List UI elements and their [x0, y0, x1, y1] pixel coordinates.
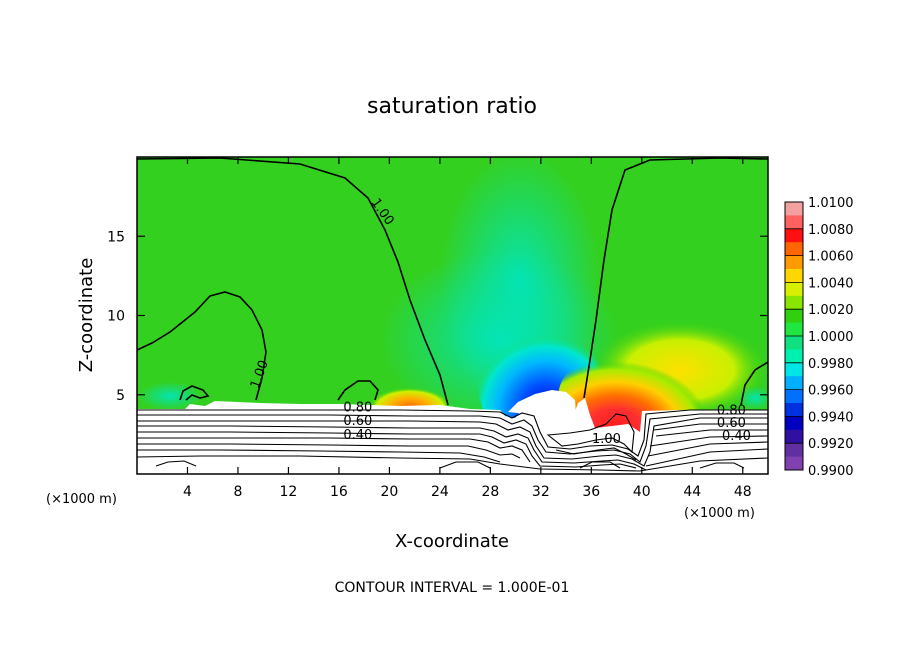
colorbar-label: 1.0020 — [808, 303, 854, 318]
colorbar-swatch — [785, 295, 803, 310]
contour-right-edge — [740, 361, 768, 406]
contour-bottom-ridge-3 — [579, 461, 621, 469]
y-axis-ticks: 5 10 15 — [107, 229, 768, 404]
contour-upper-right — [583, 157, 768, 399]
x-axis-label: X-coordinate — [395, 531, 509, 552]
colorbar-swatch — [785, 215, 803, 230]
contour-small-blob — [179, 385, 210, 401]
contour-layer-3 — [137, 417, 768, 467]
contour-lines — [137, 157, 768, 406]
colorbar-swatch — [785, 269, 803, 283]
colorbar-swatch — [785, 403, 803, 417]
colorbar-label: 0.9940 — [808, 410, 854, 425]
colorbar-swatch — [785, 228, 803, 243]
colorbar-swatch — [785, 309, 803, 324]
y-tick-label: 15 — [107, 229, 125, 245]
contour-interval-note: CONTOUR INTERVAL = 1.000E-01 — [335, 580, 570, 596]
contour-label: 0.40 — [722, 429, 751, 444]
contour-layer-right-4 — [647, 441, 768, 457]
contour-layer-8 — [137, 449, 501, 463]
contour-inner-loop-1 — [546, 413, 635, 454]
contour-layer-right-2 — [655, 429, 768, 437]
heatmap-cyan-right-edge — [737, 386, 768, 410]
chart-title: saturation ratio — [367, 94, 537, 119]
contour-layer-right-3 — [649, 435, 768, 447]
colorbar-swatch — [785, 362, 803, 377]
colorbar-swatch — [785, 456, 803, 471]
x-tick-label: 48 — [734, 484, 752, 500]
contour-bottom-ridge-1 — [155, 460, 197, 467]
colorbar-swatch — [785, 443, 803, 458]
x-tick-label: 12 — [280, 484, 298, 500]
x-tick-label: 4 — [183, 484, 192, 500]
colorbar-swatch — [785, 376, 803, 391]
colorbar-label: 1.0060 — [808, 250, 854, 265]
contour-label: 0.60 — [717, 416, 746, 431]
contour-layer-1 — [137, 409, 768, 457]
contour-layer-6 — [137, 437, 531, 463]
x-tick-label: 8 — [233, 484, 242, 500]
contour-label: 0.80 — [717, 404, 746, 419]
y-tick-label: 10 — [107, 309, 125, 325]
x-tick-label: 44 — [683, 484, 701, 500]
colorbar-swatch — [785, 255, 803, 270]
x-unit-right: (×1000 m) — [684, 506, 755, 521]
colorbar-label: 0.9980 — [808, 357, 854, 372]
y-tick-label: 5 — [116, 388, 125, 404]
x-tick-label: 28 — [481, 484, 499, 500]
colorbar-label: 1.0100 — [808, 196, 854, 211]
colorbar-label: 1.0000 — [808, 330, 854, 345]
colorbar-label: 0.9920 — [808, 437, 854, 452]
contour-inner-loop-2 — [555, 447, 637, 461]
colorbar-swatch — [785, 416, 803, 431]
colorbar-swatch — [785, 242, 803, 257]
colorbar-label: 1.0080 — [808, 223, 854, 238]
x-tick-label: 40 — [633, 484, 651, 500]
colorbar-label: 1.0040 — [808, 276, 854, 291]
contour-label: 0.40 — [343, 428, 372, 443]
contour-layer-right-5 — [645, 448, 768, 467]
x-unit-left: (×1000 m) — [46, 492, 117, 507]
colorbar-label: 0.9960 — [808, 384, 854, 399]
heatmap-field: 1.001.000.800.600.40 1.000.800.600.40 — [137, 157, 768, 474]
contour-label: 0.60 — [343, 414, 372, 429]
y-axis-label: Z-coordinate — [76, 258, 97, 373]
x-axis-ticks: 4 8 12 16 20 24 28 32 36 40 44 48 — [183, 157, 752, 500]
contour-label: 0.80 — [343, 400, 372, 415]
x-tick-label: 24 — [431, 484, 449, 500]
colorbar-swatch — [785, 349, 803, 364]
contour-layers — [137, 409, 768, 472]
colorbar: 1.0100 1.0080 1.0060 1.0040 1.0020 1.0000 0.99… — [784, 196, 854, 479]
colorbar-swatch — [785, 336, 803, 350]
colorbar-swatch — [785, 282, 803, 297]
contour-layer-5 — [137, 431, 637, 469]
contour-label: 1.00 — [592, 432, 621, 447]
contour-bottom-layer — [137, 455, 768, 472]
x-tick-label: 20 — [380, 484, 398, 500]
contour-bottom-ridge-2 — [439, 461, 491, 469]
colorbar-swatch — [785, 389, 803, 404]
contour-layer-right-1 — [653, 423, 768, 431]
contour-upper-left — [137, 157, 449, 406]
x-tick-label: 32 — [532, 484, 550, 500]
colorbar-swatch — [785, 202, 803, 216]
colorbar-swatch — [785, 429, 803, 444]
contour-layer-4 — [137, 425, 647, 471]
colorbar-swatch — [785, 322, 803, 337]
contour-bottom-ridge-4 — [699, 462, 745, 469]
contour-mid-blob — [337, 380, 379, 401]
contour-layer-7 — [137, 443, 521, 459]
colorbar-label: 0.9900 — [808, 464, 854, 479]
x-tick-label: 36 — [582, 484, 600, 500]
x-tick-label: 16 — [330, 484, 348, 500]
contour-layer-2 — [137, 413, 768, 463]
contour-left-dome — [137, 291, 267, 401]
